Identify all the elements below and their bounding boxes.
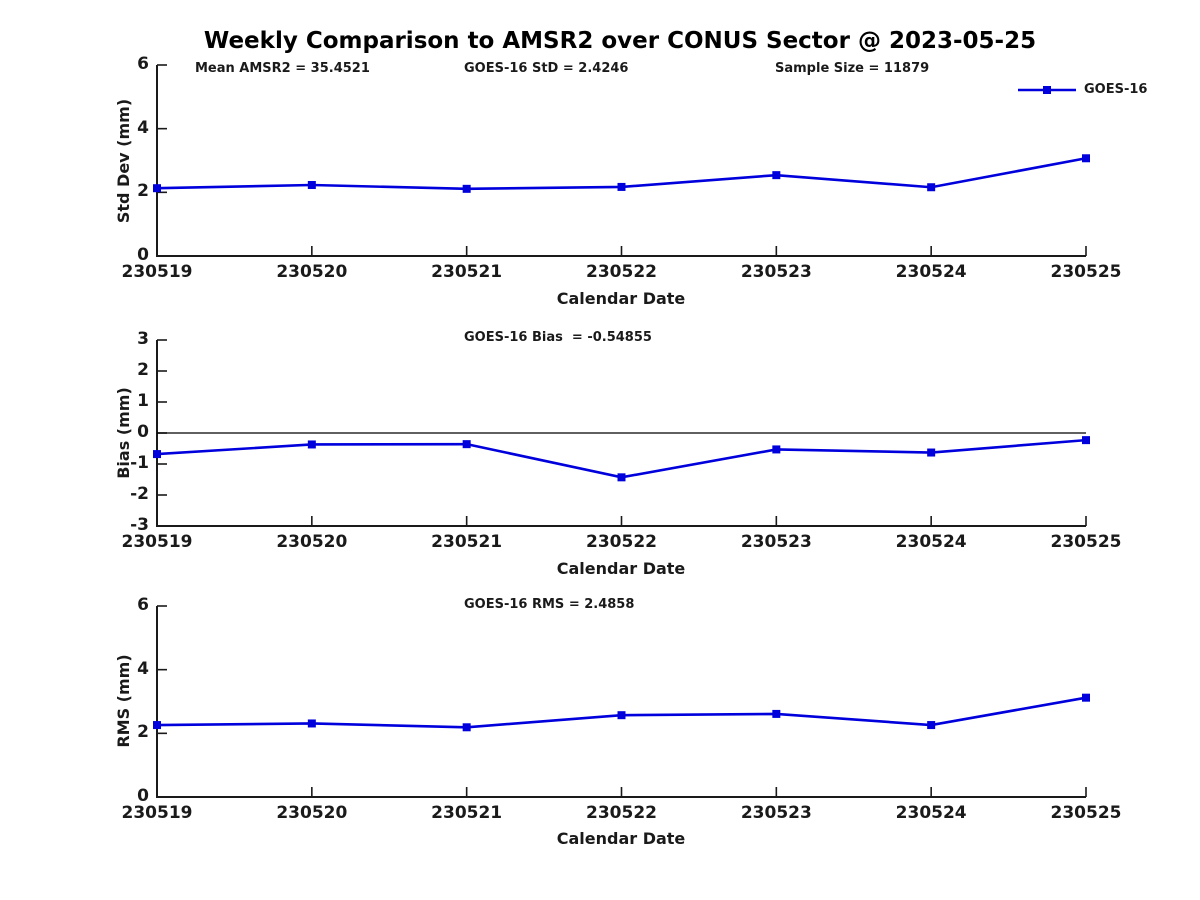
y-tick-label: 0 [137, 422, 149, 442]
x-tick-label: 230523 [740, 532, 812, 552]
x-tick-label: 230525 [1050, 803, 1122, 823]
figure-title: Weekly Comparison to AMSR2 over CONUS Se… [203, 28, 1037, 54]
x-tick-label: 230520 [276, 262, 348, 282]
x-tick-label: 230520 [276, 532, 348, 552]
y-tick-label: 6 [137, 54, 149, 74]
data-point-marker [617, 473, 626, 482]
data-point-marker [927, 183, 936, 192]
data-point-marker [617, 711, 626, 720]
x-tick-label: 230524 [895, 262, 967, 282]
data-point-marker [307, 719, 316, 728]
x-tick-label: 230524 [895, 532, 967, 552]
x-axis-label-3: Calendar Date [556, 829, 686, 848]
y-tick-label: 0 [137, 786, 149, 806]
data-point-marker [307, 181, 316, 190]
data-point-marker [772, 709, 781, 718]
data-point-marker [927, 721, 936, 730]
data-point-marker [1082, 693, 1090, 702]
data-point-marker [153, 184, 161, 193]
annotation-mean-amsr2: Mean AMSR2 = 35.4521 [195, 61, 370, 76]
y-tick-label: 2 [137, 181, 149, 202]
legend-line-marker-icon [1018, 86, 1076, 94]
data-point-marker [927, 448, 936, 457]
x-tick-label: 230521 [431, 532, 503, 552]
y-tick-label: 6 [137, 595, 149, 615]
x-tick-label: 230519 [121, 532, 193, 552]
data-point-marker [153, 450, 161, 459]
y-tick-label: 0 [137, 245, 149, 265]
series-line [156, 438, 1087, 479]
legend: GOES-16 [1018, 81, 1198, 99]
data-point-marker [462, 440, 471, 449]
y-tick-label: -2 [130, 484, 149, 504]
rms-subplot-title: GOES-16 RMS = 2.4858 [464, 597, 635, 612]
x-tick-label: 230522 [586, 532, 657, 552]
y-tick-label: 4 [137, 658, 149, 679]
x-tick-label: 230519 [121, 262, 193, 282]
data-point-marker [772, 445, 781, 454]
x-axis-label-2: Calendar Date [556, 559, 686, 578]
bias-subplot-title: GOES-16 Bias = -0.54855 [464, 330, 652, 345]
x-tick-label: 230521 [431, 262, 503, 282]
x-tick-label: 230524 [895, 803, 967, 823]
x-tick-label: 230520 [276, 803, 348, 823]
y-tick-label: -3 [130, 515, 149, 535]
y-tick-label: 4 [137, 117, 149, 138]
data-point-marker [772, 171, 781, 180]
x-tick-label: 230523 [740, 803, 812, 823]
y-tick-label: 2 [137, 722, 149, 743]
y-tick-label: 2 [137, 360, 149, 380]
y-tick-label: 1 [137, 391, 149, 411]
data-point-marker [1082, 436, 1090, 445]
data-point-marker [462, 723, 471, 732]
data-point-marker [1082, 154, 1090, 163]
annotation-goes16-std: GOES-16 StD = 2.4246 [464, 61, 629, 76]
x-tick-label: 230522 [586, 262, 657, 282]
x-tick-label: 230525 [1050, 532, 1122, 552]
x-tick-label: 230522 [586, 803, 657, 823]
data-point-marker [153, 721, 161, 730]
data-point-marker [462, 184, 471, 193]
x-tick-label: 230519 [121, 803, 193, 823]
x-tick-label: 230523 [740, 262, 812, 282]
data-point-marker [307, 440, 316, 449]
y-tick-label: -1 [130, 453, 149, 473]
legend-label: GOES-16 [1084, 82, 1148, 97]
data-point-marker [617, 182, 626, 191]
x-axis-label-1: Calendar Date [556, 289, 686, 308]
y-tick-label: 3 [137, 329, 149, 349]
annotation-sample-size: Sample Size = 11879 [775, 61, 930, 76]
x-tick-label: 230525 [1050, 262, 1122, 282]
x-tick-label: 230521 [431, 803, 503, 823]
